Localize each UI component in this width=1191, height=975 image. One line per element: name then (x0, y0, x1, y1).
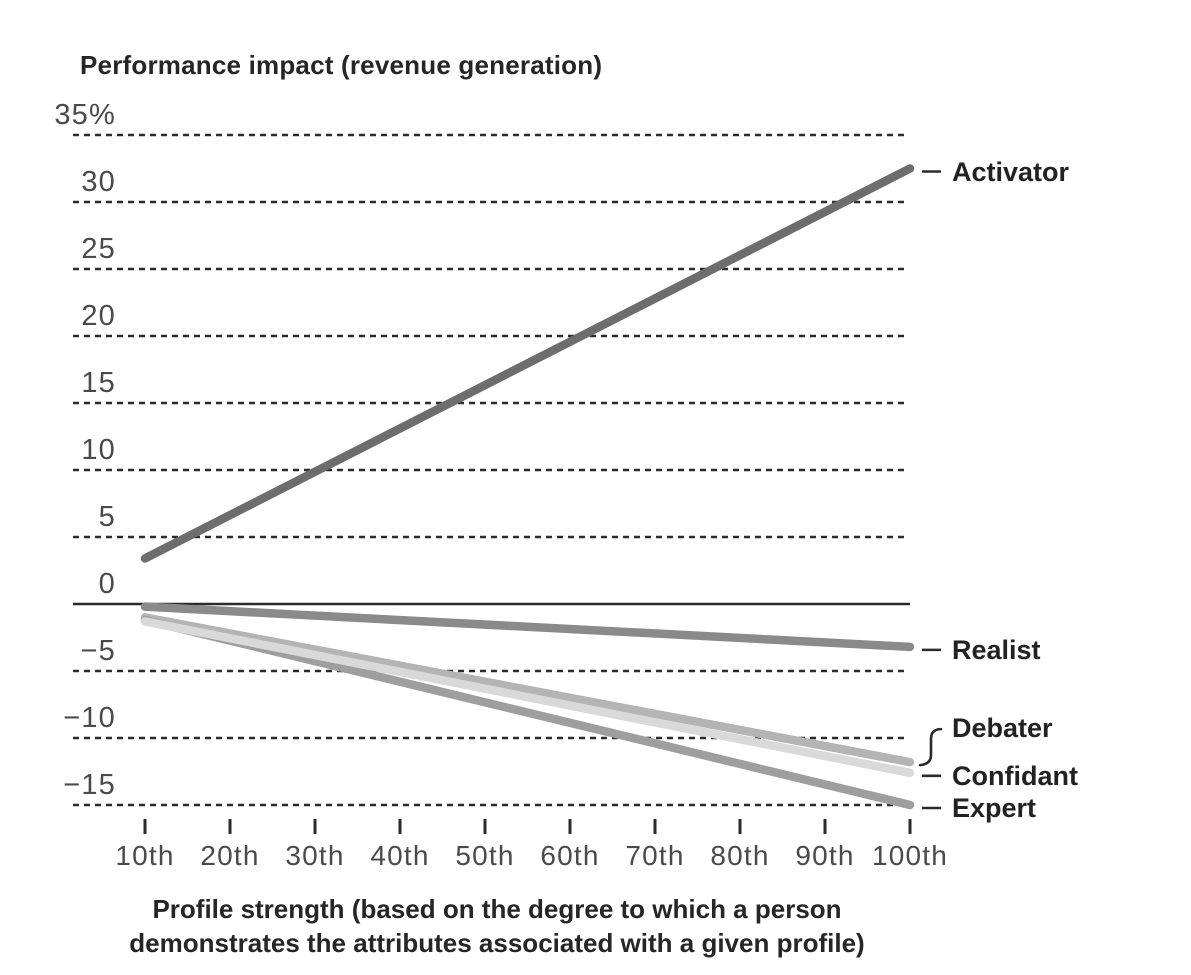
y-tick-label: 5 (98, 501, 116, 533)
y-tick-label: 0 (98, 568, 116, 600)
series-label-activator: Activator (952, 156, 1070, 187)
y-tick-label: 15 (81, 367, 116, 399)
x-tick-label: 20th (200, 840, 260, 871)
series-label-debater: Debater (952, 713, 1053, 744)
y-tick-label: −15 (63, 769, 116, 801)
y-tick-label: 25 (81, 233, 116, 265)
x-tick-label: 50th (455, 840, 515, 871)
x-tick-label: 80th (710, 840, 770, 871)
x-axis-caption-line1: Profile strength (based on the degree to… (152, 894, 842, 924)
x-tick-label: 40th (370, 840, 430, 871)
data-line-debater (140, 613, 915, 767)
x-tick-label: 100th (871, 840, 949, 871)
y-tick-label: −10 (63, 702, 116, 734)
chart-title: Performance impact (revenue generation) (80, 50, 603, 80)
series-label-expert: Expert (952, 793, 1037, 823)
bracket-connector-debater (918, 727, 943, 767)
y-tick-label: 10 (81, 434, 116, 466)
x-tick-label: 10th (115, 840, 175, 871)
y-tick-label: 35% (54, 99, 116, 131)
x-tick-label: 30th (285, 840, 345, 871)
x-axis-caption: Profile strength (based on the degree to… (42, 892, 952, 960)
data-line-activator (140, 164, 915, 563)
y-tick-label: −5 (80, 635, 116, 667)
series-label-confidant: Confidant (952, 760, 1078, 791)
series-label-realist: Realist (952, 634, 1041, 665)
x-tick-label: 60th (540, 840, 600, 871)
x-tick-label: 90th (795, 840, 855, 871)
x-tick-label: 70th (625, 840, 685, 871)
data-line-confidant (140, 617, 915, 778)
y-tick-label: 20 (81, 300, 116, 332)
data-line-realist (140, 602, 915, 652)
x-axis-caption-line2: demonstrates the attributes associated w… (129, 928, 865, 958)
y-tick-label: 30 (81, 166, 116, 198)
